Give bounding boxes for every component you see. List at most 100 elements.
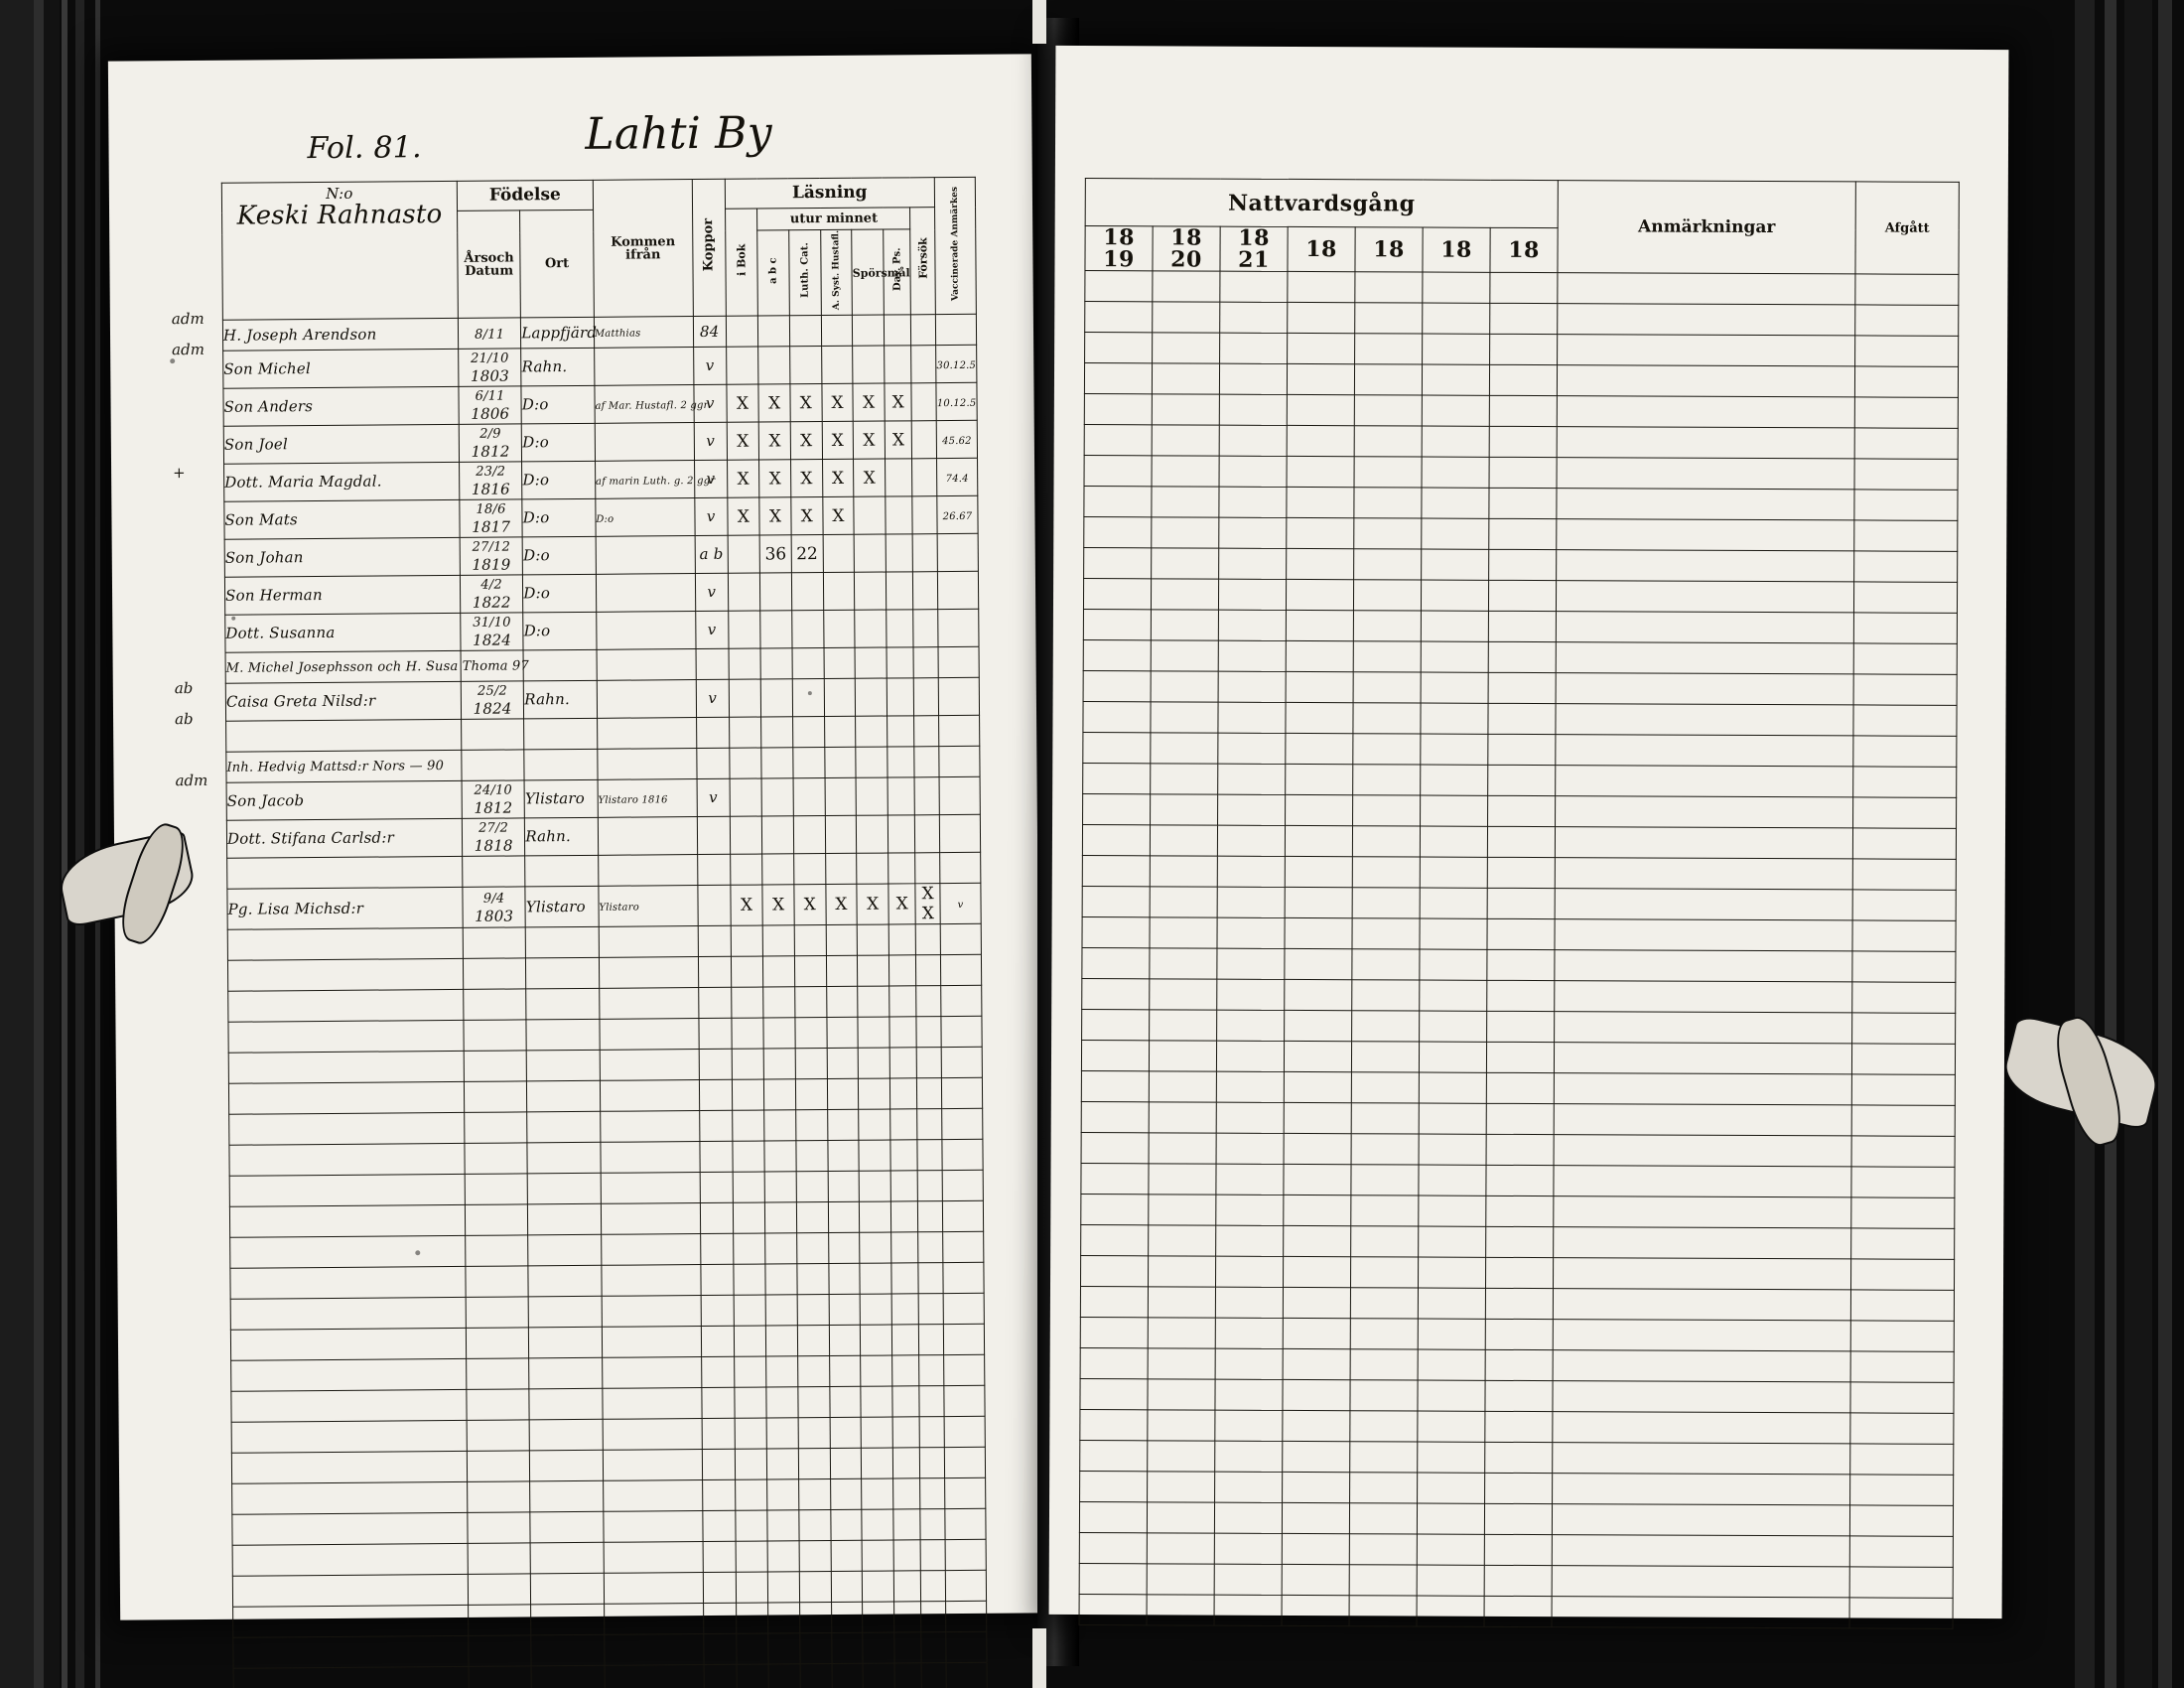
- anmarkningar-cell[interactable]: [1556, 488, 1855, 520]
- table-row[interactable]: [1081, 947, 1957, 983]
- table-row[interactable]: [1084, 332, 1959, 367]
- nattvardsgang-cell[interactable]: [1349, 1595, 1418, 1627]
- row-name-cell[interactable]: Dott. Susanna: [224, 613, 461, 653]
- nattvardsgang-cell[interactable]: [1421, 611, 1489, 642]
- row-name-cell[interactable]: Dott. Maria Magdal.: [223, 462, 460, 502]
- nattvardsgang-cell[interactable]: [1217, 887, 1286, 918]
- row-vaccin-cell[interactable]: [938, 677, 980, 716]
- row-lasning-cell[interactable]: [862, 1602, 894, 1633]
- nattvardsgang-cell[interactable]: [1351, 1071, 1420, 1104]
- nattvardsgang-cell[interactable]: [1084, 332, 1153, 363]
- row-lasning-cell[interactable]: [795, 1048, 828, 1080]
- row-lasning-cell[interactable]: [827, 1109, 860, 1141]
- nattvardsgang-cell[interactable]: [1351, 979, 1420, 1012]
- table-row[interactable]: [1081, 916, 1957, 952]
- row-lasning-cell[interactable]: [728, 573, 760, 612]
- row-vaccin-cell[interactable]: [945, 1631, 988, 1663]
- anmarkningar-cell[interactable]: [1553, 1288, 1851, 1321]
- row-vaccin-cell[interactable]: v: [939, 883, 982, 924]
- nattvardsgang-cell[interactable]: [1417, 1596, 1485, 1627]
- row-koppor-cell[interactable]: [702, 1449, 736, 1480]
- nattvardsgang-cell[interactable]: [1079, 1471, 1148, 1502]
- row-lasning-cell[interactable]: [912, 533, 938, 573]
- row-kommen-ifran-cell[interactable]: [599, 1018, 700, 1051]
- table-row[interactable]: [1083, 547, 1958, 583]
- row-lasning-cell[interactable]: [761, 778, 794, 817]
- row-koppor-cell[interactable]: [697, 885, 731, 926]
- nattvardsgang-cell[interactable]: [1287, 363, 1355, 395]
- row-kommen-ifran-cell[interactable]: [595, 422, 695, 462]
- afgatt-cell[interactable]: [1849, 1566, 1954, 1599]
- row-lasning-cell[interactable]: [856, 853, 888, 885]
- anmarkningar-cell[interactable]: [1555, 765, 1853, 797]
- nattvardsgang-cell[interactable]: [1150, 701, 1219, 734]
- row-koppor-cell[interactable]: [702, 1510, 736, 1542]
- row-kommen-ifran-cell[interactable]: [595, 535, 696, 575]
- nattvardsgang-cell[interactable]: [1083, 639, 1152, 671]
- row-koppor-cell[interactable]: [697, 816, 731, 855]
- row-lasning-cell[interactable]: [886, 647, 914, 679]
- row-lasning-cell[interactable]: [734, 1449, 767, 1480]
- row-lasning-cell[interactable]: [828, 1263, 861, 1295]
- table-row[interactable]: [1081, 1070, 1956, 1106]
- nattvardsgang-cell[interactable]: [1417, 1565, 1485, 1597]
- nattvardsgang-cell[interactable]: [1286, 517, 1354, 549]
- row-lasning-cell[interactable]: [822, 572, 855, 611]
- row-lasning-cell[interactable]: [823, 678, 856, 717]
- row-lasning-cell[interactable]: [830, 1478, 863, 1510]
- row-lasning-cell[interactable]: [911, 420, 937, 460]
- nattvardsgang-cell[interactable]: [1215, 1287, 1284, 1319]
- afgatt-cell[interactable]: [1852, 858, 1957, 891]
- nattvardsgang-cell[interactable]: [1418, 1165, 1487, 1196]
- row-kommen-ifran-cell[interactable]: [604, 1633, 704, 1666]
- row-lasning-cell[interactable]: X: [825, 884, 858, 925]
- row-vaccin-cell[interactable]: [945, 1601, 987, 1632]
- afgatt-cell[interactable]: [1854, 396, 1959, 429]
- nattvardsgang-cell[interactable]: [1214, 1533, 1283, 1565]
- table-row[interactable]: Son Joel 2/9 1812 D:o v X X X X X X 45.62: [223, 420, 978, 465]
- nattvardsgang-cell[interactable]: [1422, 364, 1490, 396]
- nattvardsgang-cell[interactable]: [1352, 887, 1421, 919]
- year-column-header[interactable]: 18 19: [1084, 224, 1154, 272]
- nattvardsgang-cell[interactable]: [1286, 579, 1354, 611]
- nattvardsgang-cell[interactable]: [1287, 425, 1355, 457]
- row-lasning-cell[interactable]: [766, 1418, 799, 1450]
- row-lasning-cell[interactable]: [887, 853, 916, 885]
- nattvardsgang-cell[interactable]: [1083, 516, 1152, 548]
- nattvardsgang-cell[interactable]: [1284, 1010, 1352, 1042]
- row-birth-date-cell[interactable]: [463, 927, 526, 959]
- nattvardsgang-cell[interactable]: [1485, 1319, 1554, 1350]
- row-name-cell[interactable]: Son Herman: [224, 575, 461, 616]
- nattvardsgang-cell[interactable]: [1215, 1225, 1284, 1257]
- row-kommen-ifran-cell[interactable]: [597, 679, 697, 719]
- row-lasning-cell[interactable]: [860, 1325, 892, 1356]
- afgatt-cell[interactable]: [1854, 335, 1959, 367]
- anmarkningar-cell[interactable]: [1554, 1103, 1852, 1136]
- row-lasning-cell[interactable]: X: [822, 459, 855, 497]
- nattvardsgang-cell[interactable]: [1218, 579, 1287, 611]
- anmarkningar-cell[interactable]: [1554, 980, 1852, 1013]
- row-name-cell[interactable]: [231, 1451, 468, 1484]
- row-koppor-cell[interactable]: v: [696, 679, 730, 718]
- nattvardsgang-cell[interactable]: [1216, 1133, 1285, 1165]
- row-lasning-cell[interactable]: [794, 924, 827, 957]
- nattvardsgang-cell[interactable]: [1349, 1410, 1418, 1443]
- row-lasning-cell[interactable]: [887, 747, 915, 778]
- row-name-cell[interactable]: Son Joel: [223, 424, 460, 465]
- nattvardsgang-cell[interactable]: [1148, 1317, 1216, 1349]
- table-row[interactable]: [1081, 1009, 1956, 1045]
- afgatt-cell[interactable]: [1849, 1443, 1954, 1476]
- row-lasning-cell[interactable]: [734, 1356, 767, 1388]
- row-koppor-cell[interactable]: [698, 925, 732, 957]
- row-vaccin-cell[interactable]: [940, 954, 982, 986]
- row-koppor-cell[interactable]: [701, 1326, 735, 1357]
- row-birth-date-cell[interactable]: [462, 856, 526, 888]
- anmarkningar-cell[interactable]: [1554, 1011, 1852, 1044]
- nattvardsgang-cell[interactable]: [1487, 888, 1556, 919]
- row-lasning-cell[interactable]: [757, 347, 790, 385]
- nattvardsgang-cell[interactable]: [1148, 1347, 1216, 1380]
- row-kommen-ifran-cell[interactable]: [601, 1233, 701, 1266]
- row-lasning-cell[interactable]: [733, 1264, 766, 1296]
- nattvardsgang-cell[interactable]: [1350, 1256, 1419, 1289]
- row-lasning-cell[interactable]: [888, 924, 916, 956]
